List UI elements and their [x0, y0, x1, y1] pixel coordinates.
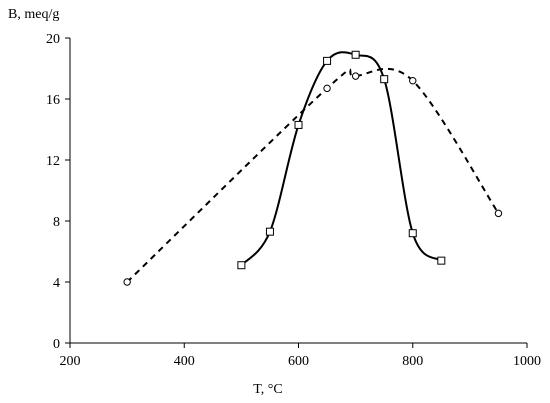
- y-axis-title: B, meq/g: [8, 7, 59, 22]
- y-tick-label: 12: [46, 154, 60, 169]
- y-tick-label: 4: [53, 276, 60, 291]
- y-tick-label: 8: [53, 215, 60, 230]
- series-2-point: [494, 209, 503, 218]
- series-1-point: [323, 56, 332, 65]
- x-tick-label: 400: [174, 354, 195, 369]
- series-1-point: [351, 50, 360, 59]
- series-1-point: [437, 256, 446, 265]
- series-2-point: [123, 278, 131, 286]
- ticks: 200 400 600 800 1000 0 4 8 12 16 20: [46, 32, 541, 369]
- series-1-point: [408, 229, 417, 238]
- y-tick-label: 16: [46, 93, 60, 108]
- curves: [126, 51, 500, 283]
- axes: [69, 38, 527, 344]
- x-tick-label: 200: [60, 354, 81, 369]
- series-1-point: [237, 261, 246, 270]
- x-tick-label: 600: [288, 354, 309, 369]
- series-1-point: [265, 227, 274, 236]
- series-1-point: [380, 75, 389, 84]
- x-axis-title: T, °C: [253, 382, 282, 397]
- x-tick-label: 800: [402, 354, 423, 369]
- series-2-point: [409, 77, 417, 85]
- series-1-point: [294, 120, 303, 129]
- series-2-point: [351, 72, 360, 80]
- y-tick-label: 0: [53, 337, 60, 352]
- series-1-line: [240, 51, 443, 266]
- x-tick-label: 1000: [513, 354, 541, 369]
- series-2-line: [126, 67, 500, 283]
- series-2-point: [323, 84, 331, 93]
- markers: [123, 50, 503, 286]
- y-tick-label: 20: [46, 32, 60, 47]
